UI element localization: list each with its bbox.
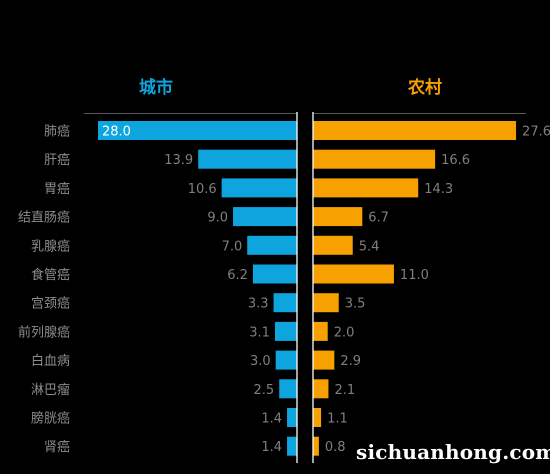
value-label-city: 3.3 (248, 297, 269, 312)
bar-rural (313, 264, 394, 284)
value-label-rural: 0.8 (325, 440, 346, 455)
bar-city (233, 207, 297, 227)
bar-city (273, 293, 297, 313)
value-label-rural: 2.0 (334, 325, 355, 340)
bar-city (221, 178, 297, 198)
bar-rural (313, 235, 353, 255)
value-label-rural: 5.4 (359, 239, 380, 254)
value-label-city: 3.1 (249, 325, 270, 340)
category-label: 前列腺癌 (18, 324, 70, 340)
series-header-right: 农村 (407, 77, 442, 98)
bar-rural (313, 321, 328, 341)
bar-city (198, 149, 297, 169)
bar-rural (313, 149, 436, 169)
value-label-city: 6.2 (227, 268, 248, 283)
bar-city (287, 436, 297, 456)
bar-rural (313, 121, 517, 140)
bar-rural (313, 408, 322, 427)
bar-rural (313, 207, 363, 227)
value-label-city: 7.0 (222, 239, 243, 254)
value-label-city: 3.0 (250, 354, 271, 369)
category-label: 肺癌 (44, 124, 70, 140)
category-label: 淋巴瘤 (31, 382, 70, 398)
value-label-rural: 2.9 (340, 354, 361, 369)
value-label-city: 28.0 (102, 125, 131, 140)
bar-rural (313, 379, 329, 399)
bar-city (98, 121, 297, 140)
bar-rural (313, 350, 335, 370)
value-label-city: 1.4 (261, 440, 282, 455)
value-label-rural: 2.1 (334, 383, 355, 398)
value-label-rural: 14.3 (424, 182, 453, 197)
value-label-city: 2.5 (254, 383, 275, 398)
category-label: 宫颈癌 (31, 296, 70, 312)
bar-city (279, 379, 297, 399)
category-label: 膀胱癌 (31, 411, 70, 427)
value-label-rural: 6.7 (368, 211, 389, 226)
value-label-city: 1.4 (261, 412, 282, 427)
value-label-rural: 1.1 (327, 412, 348, 427)
value-label-rural: 11.0 (400, 268, 429, 283)
value-label-city: 13.9 (164, 153, 193, 168)
category-label: 食管癌 (31, 267, 70, 283)
watermark: sichuanhong.com (356, 440, 550, 464)
bar-rural (313, 293, 339, 313)
bar-rural (313, 178, 419, 198)
category-label: 肝癌 (44, 152, 70, 168)
category-label: 胃癌 (44, 181, 70, 197)
bar-rural (313, 436, 319, 456)
bar-city (275, 350, 297, 370)
value-label-rural: 3.5 (345, 297, 366, 312)
bar-city (274, 321, 297, 341)
bar-city (252, 264, 297, 284)
value-label-city: 9.0 (207, 211, 228, 226)
category-label: 白血病 (31, 353, 70, 369)
value-label-rural: 27.6 (522, 125, 550, 140)
category-label: 肾癌 (44, 439, 70, 455)
bar-city (247, 235, 297, 255)
category-label: 乳腺癌 (31, 238, 70, 254)
value-label-rural: 16.6 (441, 153, 470, 168)
category-label: 结直肠癌 (18, 210, 70, 226)
bar-city (287, 408, 297, 427)
value-label-city: 10.6 (188, 182, 217, 197)
series-header-left: 城市 (139, 77, 173, 98)
